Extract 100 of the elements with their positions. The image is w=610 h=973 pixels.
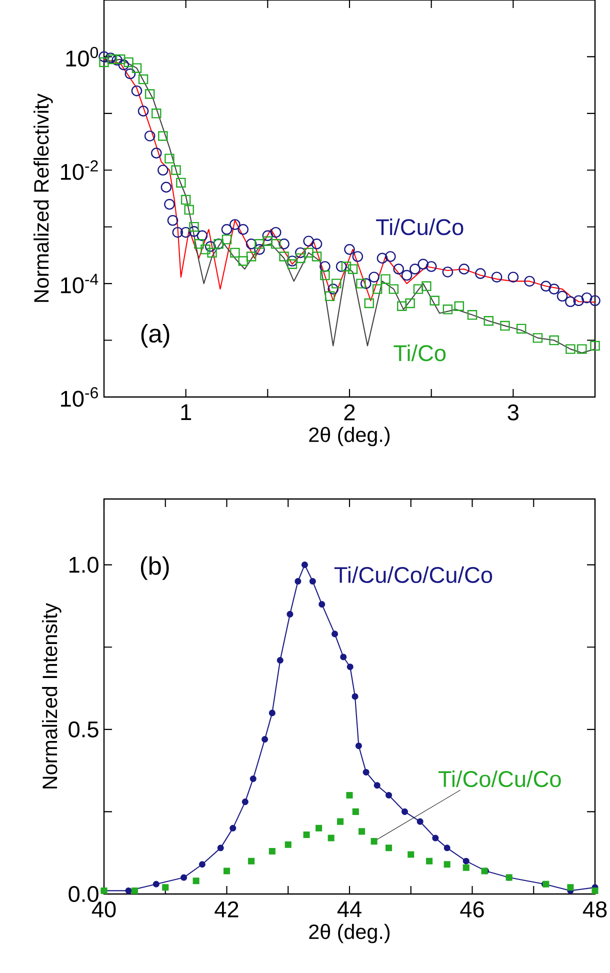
y-axis-title: Normalized Intensity (42, 602, 62, 788)
point (221, 224, 232, 235)
point (196, 230, 208, 242)
point (172, 226, 184, 238)
y-tick-label: 1.0 (70, 556, 98, 573)
point (401, 270, 412, 281)
point (162, 884, 169, 891)
point (262, 230, 274, 242)
point (508, 272, 519, 283)
point (204, 241, 216, 252)
point (207, 248, 217, 258)
point (426, 858, 433, 864)
y-tick-label: 10$^{-4}$ (61, 274, 98, 294)
point (346, 664, 354, 670)
point (316, 824, 322, 832)
point (374, 782, 380, 789)
point (250, 776, 256, 782)
point (98, 51, 110, 62)
point (222, 234, 232, 244)
point (355, 742, 362, 750)
point (344, 244, 355, 255)
point (590, 340, 600, 351)
point (254, 239, 264, 249)
x-tick-label: 2 (344, 404, 355, 420)
point (180, 194, 191, 205)
point (296, 253, 306, 264)
point (194, 239, 204, 249)
point (376, 252, 388, 264)
point (304, 248, 314, 258)
point (279, 252, 289, 262)
point (217, 844, 224, 852)
point (467, 310, 478, 320)
series-label: Ti/Cu/Co/Cu/Co (334, 566, 492, 584)
point (192, 878, 200, 884)
point (565, 296, 576, 308)
point (352, 693, 358, 700)
point (270, 239, 281, 249)
point (346, 792, 353, 799)
point (430, 296, 440, 306)
line-series (103, 58, 596, 303)
point (118, 59, 130, 70)
point (268, 710, 276, 716)
point (270, 226, 282, 238)
x-tick-label: 48 (582, 901, 607, 918)
point (370, 838, 378, 845)
series-label: Ti/Co (394, 344, 446, 362)
x-axis-title: 2θ (deg.) (309, 426, 390, 446)
point (360, 278, 372, 289)
point (416, 818, 424, 825)
point (223, 868, 230, 874)
point (444, 861, 450, 868)
point (426, 261, 437, 272)
point (462, 864, 470, 871)
point (393, 264, 404, 274)
point (540, 280, 552, 292)
annotation: (a) (141, 324, 170, 348)
point (246, 252, 256, 262)
point (248, 858, 255, 864)
point (358, 828, 366, 835)
point (549, 335, 559, 346)
point (278, 238, 290, 250)
point (286, 610, 294, 618)
point (131, 85, 142, 96)
point (590, 295, 600, 306)
point (566, 344, 576, 354)
point (548, 284, 560, 294)
point (198, 861, 206, 868)
y-tick-label: 10$^{-6}$ (61, 387, 98, 407)
point (284, 841, 292, 848)
point (295, 247, 306, 258)
point (432, 834, 439, 842)
point (462, 858, 470, 864)
point (401, 808, 408, 815)
point (138, 74, 148, 84)
point (287, 259, 298, 270)
point (573, 295, 584, 306)
point (405, 298, 415, 308)
point (312, 252, 322, 262)
point (386, 844, 392, 852)
text: Ti/Co/Cu/Co (438, 770, 561, 788)
point (144, 89, 155, 99)
point (380, 274, 390, 284)
point (348, 264, 358, 274)
point (189, 222, 199, 232)
point (328, 834, 334, 842)
x-tick-label: 46 (460, 901, 484, 918)
point (352, 808, 359, 815)
point (364, 298, 374, 308)
point (442, 266, 454, 278)
point (320, 261, 330, 272)
point (238, 224, 249, 235)
point (385, 251, 396, 262)
point (388, 284, 399, 294)
point (176, 178, 186, 188)
annotation: (b) (140, 556, 169, 580)
point (352, 251, 364, 262)
point (567, 884, 574, 891)
point (188, 226, 200, 237)
point (167, 214, 178, 226)
point (368, 272, 380, 283)
